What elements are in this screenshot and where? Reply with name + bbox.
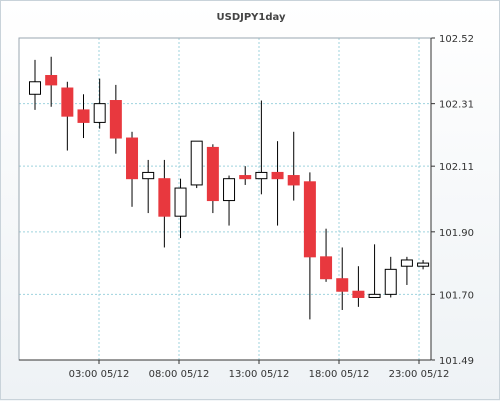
- candle-body-down: [77, 109, 90, 123]
- candle-body-down: [61, 87, 74, 117]
- candle-body-up: [400, 259, 413, 267]
- candle-body-down: [126, 137, 139, 180]
- candle-body-down: [352, 290, 365, 298]
- candle-body-down: [336, 278, 349, 292]
- x-tick-label: 18:00 05/12: [309, 369, 370, 380]
- candle-body-up: [29, 81, 41, 95]
- y-tick-label: 101.70: [439, 290, 474, 301]
- y-tick-label: 102.11: [439, 162, 474, 173]
- x-tick-label: 08:00 05/12: [149, 369, 210, 380]
- candle-body-down: [206, 146, 219, 202]
- candle-body-up: [93, 103, 106, 123]
- y-tick-label: 102.31: [439, 100, 474, 111]
- candle-body-down: [158, 178, 171, 217]
- candle-body-down: [239, 175, 252, 180]
- candle-body-down: [320, 256, 333, 280]
- x-tick-label: 03:00 05/12: [69, 369, 130, 380]
- x-tick-label: 23:00 05/12: [389, 369, 450, 380]
- y-tick-label: 101.90: [439, 228, 474, 239]
- candle-body-up: [417, 262, 430, 267]
- candle-body-up: [190, 140, 203, 186]
- candle-body-up: [142, 171, 155, 180]
- candle-body-down: [271, 171, 284, 180]
- candle-body-up: [255, 171, 268, 180]
- candle-body-up: [174, 187, 187, 217]
- candle-body-down: [109, 100, 122, 139]
- chart-title: USDJPY1day: [216, 12, 286, 23]
- y-tick-label: 102.52: [439, 34, 474, 45]
- candle-body-down: [45, 75, 58, 86]
- candle-body-up: [223, 178, 236, 202]
- candle-body-up: [368, 293, 381, 298]
- candle-body-down: [287, 175, 300, 186]
- candle-body-down: [303, 181, 316, 258]
- candle-body-up: [384, 268, 397, 295]
- x-tick-label: 13:00 05/12: [229, 369, 290, 380]
- y-tick-label: 101.49: [439, 356, 474, 367]
